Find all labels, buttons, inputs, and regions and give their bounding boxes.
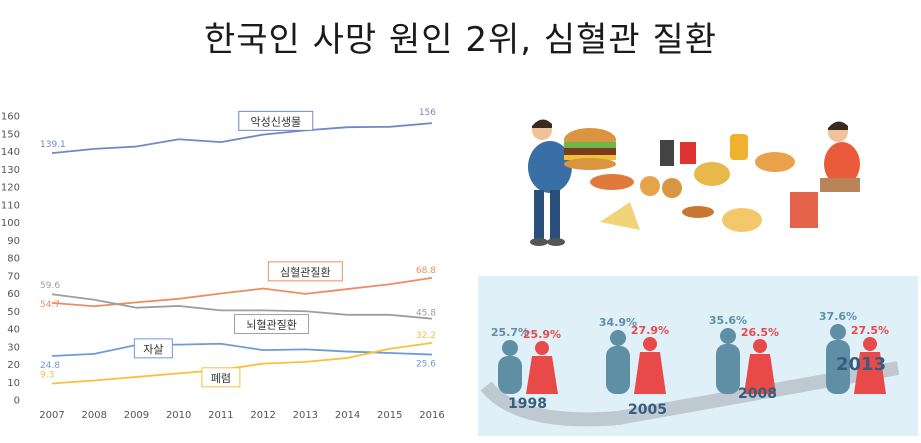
male-body-icon	[498, 356, 522, 394]
female-figure-icon	[863, 337, 877, 351]
year-label: 2008	[738, 386, 777, 402]
data-label-first: 54.7	[40, 300, 60, 310]
male-pct-label: 25.7%	[491, 326, 529, 339]
male-body-icon	[716, 344, 740, 394]
data-label-first: 139.1	[40, 140, 66, 150]
y-tick-label: 10	[7, 378, 20, 389]
data-label-last: 45.8	[416, 309, 436, 319]
y-tick-label: 70	[7, 271, 20, 282]
y-tick-label: 130	[1, 165, 20, 176]
obesity-figures: 25.7%25.9% 1998 34.9%27.9% 2005 35.6%26.5% 20…	[491, 310, 889, 418]
y-axis-ticks: 0 10 20 30 40 50 60 70 80 90 100 110 120 130 140 150 160	[1, 112, 20, 407]
data-label-last: 25.6	[416, 360, 436, 370]
x-tick-label: 2007	[39, 410, 64, 421]
data-label-last: 32.2	[416, 331, 436, 341]
series-label: 악성신생물	[238, 110, 314, 131]
male-pct-label: 34.9%	[599, 316, 637, 329]
y-tick-label: 90	[7, 236, 20, 247]
male-pct-label: 35.6%	[709, 314, 747, 327]
female-body-icon	[854, 352, 886, 394]
data-labels: 139.1 156 54.7 68.8 59.6 45.8 24.8 25.6 9.3 32.2	[40, 108, 436, 380]
female-body-icon	[634, 352, 666, 394]
y-tick-label: 100	[1, 218, 20, 229]
svg-text:자살: 자살	[143, 343, 163, 356]
line-chart: 0 10 20 30 40 50 60 70 80 90 100 110 120 130 140 150 160…	[1, 108, 445, 421]
male-figure-icon	[720, 328, 736, 344]
y-tick-label: 0	[14, 396, 20, 407]
data-label-first: 59.6	[40, 281, 60, 291]
data-label-last: 156	[419, 108, 436, 118]
obesity-figure-group: 34.9%27.9% 2005	[599, 316, 669, 418]
female-figure-icon	[643, 337, 657, 351]
obesity-figure-group: 37.6%27.5% 2013	[819, 310, 889, 394]
female-pct-label: 25.9%	[523, 328, 561, 341]
obesity-trend-panel: 25.7%25.9% 1998 34.9%27.9% 2005 35.6%26.5% 20…	[478, 276, 918, 436]
male-pct-label: 37.6%	[819, 310, 857, 323]
x-tick-label: 2014	[335, 410, 360, 421]
y-tick-label: 160	[1, 112, 20, 123]
x-axis-ticks: 2007 2008 2009 2010 2011 2012 2013 2014 2015 2016	[39, 410, 444, 421]
x-tick-label: 2012	[250, 410, 275, 421]
male-figure-icon	[610, 330, 626, 346]
female-figure-icon	[535, 341, 549, 355]
data-label-first: 9.3	[40, 370, 54, 380]
y-tick-label: 140	[1, 147, 20, 158]
series-label: 뇌혈관질환	[234, 314, 310, 335]
y-tick-label: 20	[7, 360, 20, 371]
svg-text:심혈관질환: 심혈관질환	[280, 265, 331, 279]
junk-food-illustration	[528, 119, 860, 246]
x-tick-label: 2010	[166, 410, 191, 421]
x-tick-label: 2008	[81, 410, 106, 421]
man-eating-icon	[528, 119, 572, 246]
series-label: 심혈관질환	[267, 261, 343, 282]
x-tick-label: 2009	[124, 410, 149, 421]
x-tick-label: 2015	[377, 410, 402, 421]
obesity-figure-group: 35.6%26.5% 2008	[709, 314, 779, 402]
male-figure-icon	[502, 340, 518, 356]
y-tick-label: 80	[7, 254, 20, 265]
year-label: 1998	[508, 396, 547, 412]
svg-text:폐렴: 폐렴	[211, 372, 231, 385]
obesity-figure-group: 25.7%25.9% 1998	[491, 326, 561, 412]
male-body-icon	[606, 346, 630, 394]
man-drinking-icon	[820, 121, 860, 192]
x-tick-label: 2011	[208, 410, 233, 421]
y-tick-label: 40	[7, 325, 20, 336]
data-label-last: 68.8	[416, 266, 436, 276]
x-tick-label: 2016	[419, 410, 444, 421]
y-tick-label: 150	[1, 129, 20, 140]
series-label: 자살	[133, 338, 173, 359]
x-tick-label: 2013	[293, 410, 318, 421]
y-tick-label: 60	[7, 289, 20, 300]
series-line	[51, 122, 433, 154]
series-lines	[51, 122, 433, 385]
y-tick-label: 30	[7, 342, 20, 353]
series-line	[51, 341, 433, 385]
female-body-icon	[526, 356, 558, 394]
y-tick-label: 120	[1, 183, 20, 194]
burger-icon	[564, 128, 616, 170]
y-tick-label: 50	[7, 307, 20, 318]
female-body-icon	[744, 354, 776, 394]
female-pct-label: 26.5%	[741, 326, 779, 339]
svg-text:뇌혈관질환: 뇌혈관질환	[246, 318, 297, 332]
female-pct-label: 27.5%	[851, 324, 889, 337]
svg-text:악성신생물: 악성신생물	[250, 115, 301, 128]
year-label: 2005	[628, 402, 667, 418]
y-tick-label: 110	[1, 200, 20, 211]
male-figure-icon	[830, 324, 846, 340]
page-title: 한국인 사망 원인 2위, 심혈관 질환	[203, 20, 718, 60]
series-label: 폐렴	[201, 367, 241, 388]
series-line	[51, 342, 433, 357]
male-body-icon	[826, 340, 850, 394]
female-pct-label: 27.9%	[631, 324, 669, 337]
data-label-first: 24.8	[40, 361, 60, 371]
fast-food-items-icon	[590, 134, 818, 232]
female-figure-icon	[753, 339, 767, 353]
year-label: 2013	[836, 354, 886, 375]
series-line	[51, 293, 433, 320]
